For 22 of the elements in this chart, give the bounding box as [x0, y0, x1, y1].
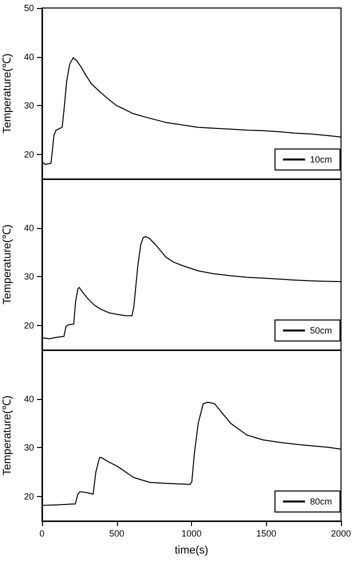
x-tick-label: 1500 — [256, 528, 276, 538]
legend-label: 50cm — [310, 326, 332, 336]
y-tick-label: 20 — [24, 320, 34, 331]
y-tick-label: 30 — [24, 442, 34, 453]
y-tick-label: 50 — [24, 3, 34, 13]
legend-label: 10cm — [310, 154, 332, 164]
y-axis-title: Temperature(℃) — [2, 53, 14, 134]
y-tick-label: 40 — [24, 394, 34, 404]
x-tick-label: 2000 — [330, 528, 352, 538]
x-tick-label: 500 — [109, 528, 124, 538]
x-tick-label: 1000 — [181, 528, 202, 538]
y-tick-label: 40 — [24, 52, 34, 62]
x-axis-title: time(s) — [174, 544, 208, 556]
y-axis-title: Temperature(℃) — [2, 395, 14, 476]
y-tick-label: 20 — [24, 492, 34, 502]
y-tick-label: 30 — [24, 100, 34, 111]
y-tick-label: 30 — [24, 272, 34, 282]
x-tick-label: 0 — [39, 528, 45, 538]
y-tick-label: 40 — [24, 222, 34, 233]
legend-label: 80cm — [310, 496, 332, 506]
y-axis-title: Temperature(℃) — [2, 224, 14, 305]
y-tick-label: 20 — [24, 150, 34, 160]
